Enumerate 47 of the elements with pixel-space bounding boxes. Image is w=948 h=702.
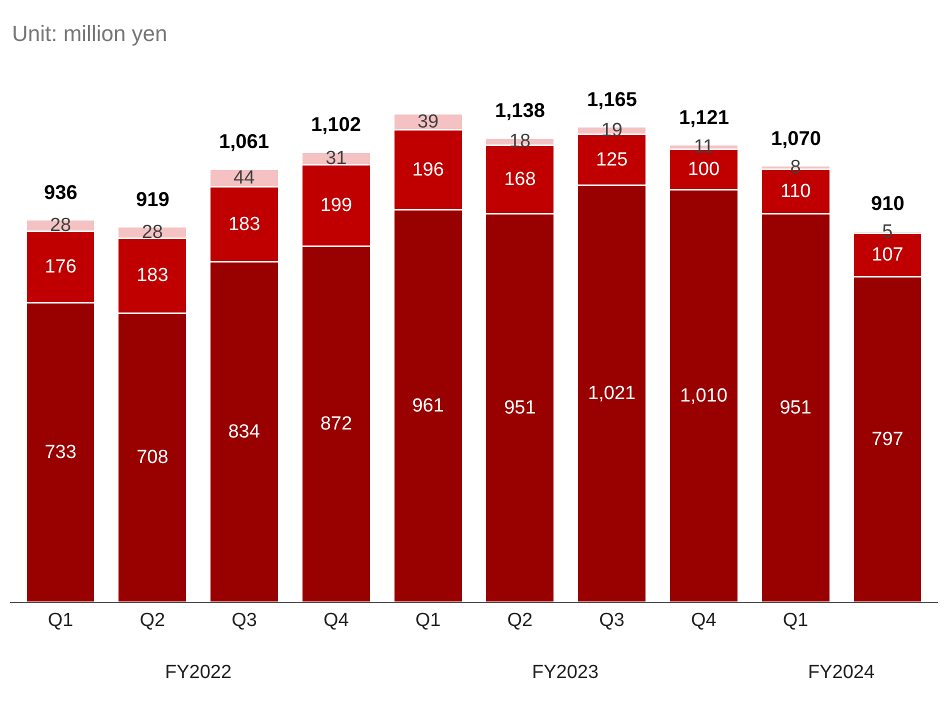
data-label: 107 [872,244,904,266]
data-label: 1,021 [588,383,636,404]
total-label: 1,070 [771,128,822,150]
x-tick-label: Q4 [691,610,717,631]
data-label: 797 [872,428,904,450]
text: FY2024 [808,662,875,683]
total-label: 1,165 [587,89,638,111]
x-tick-label: Q3 [232,610,257,631]
data-label: 951 [780,397,812,418]
data-label: 168 [504,169,536,190]
x-tick-label: Q4 [324,610,350,631]
data-label: 28 [50,214,72,236]
text: FY2022 [165,662,232,683]
data-label: 196 [412,159,444,180]
total-label: 910 [871,193,904,215]
data-label: 1,010 [680,385,728,406]
x-tick-label: Q1 [415,610,441,631]
total-label: 1,138 [495,100,546,122]
data-label: 28 [142,222,163,244]
data-label: 176 [44,256,76,278]
data-label: 100 [688,158,720,180]
text: FY2023 [532,662,599,683]
x-tick-label: Q2 [140,610,166,631]
data-label: 110 [780,180,811,202]
data-label: 44 [234,167,256,188]
data-label: 31 [326,148,347,170]
data-label: 39 [417,111,439,132]
data-label: 183 [136,265,168,286]
x-tick-label: Q1 [48,610,74,631]
x-tick-label: Q2 [507,610,533,631]
data-label: 834 [228,421,260,442]
x-tick-label: Q1 [782,610,808,631]
data-label: 708 [136,447,168,468]
chart-subtitle: Unit: million yen [12,21,168,46]
total-label: 1,121 [679,107,730,129]
x-tick-label: Q3 [599,610,624,631]
total-label: 936 [44,182,78,204]
total-label: 919 [136,189,170,211]
total-label: 1,061 [219,131,270,153]
data-label: 183 [228,214,260,235]
data-label: 199 [320,195,352,216]
total-label: 1,102 [311,114,362,136]
data-label: 951 [504,397,536,418]
data-label: 872 [320,414,352,435]
data-label: 733 [44,442,76,463]
data-label: 961 [412,395,444,416]
data-label: 125 [596,149,628,170]
